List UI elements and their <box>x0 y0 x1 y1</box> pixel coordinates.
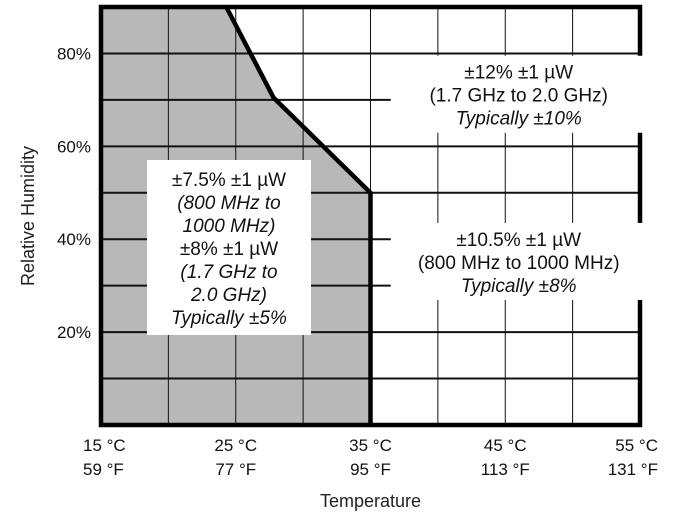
x-tick-label-fahrenheit: 113 °F <box>481 460 530 479</box>
x-tick-label-celsius: 15 °C <box>83 436 126 455</box>
annotation-line: Typically ±10% <box>456 109 582 130</box>
annotation-line: ±10.5% ±1 µW <box>456 230 581 251</box>
annotation-line: (1.7 GHz to 2.0 GHz) <box>429 86 607 107</box>
annotation-line: 1000 MHz) <box>183 216 276 237</box>
region-boundary-layer <box>224 5 373 425</box>
annotation-line: Typically ±5% <box>171 308 287 329</box>
annotation-upper-right: ±12% ±1 µW(1.7 GHz to 2.0 GHz)Typically … <box>390 55 647 133</box>
annotation-line: ±8% ±1 µW <box>180 239 278 260</box>
y-tick-label: 60% <box>57 137 91 156</box>
tick-labels-layer: 20% 40% 60% 80% 15 °C 59 °F 25 °C 77 °F 35 °C 95 … <box>57 44 658 479</box>
annotation-line: (1.7 GHz to <box>180 262 277 283</box>
annotation-line: ±12% ±1 µW <box>464 63 573 84</box>
x-tick-label-fahrenheit: 77 °F <box>215 460 256 479</box>
x-tick-label-celsius: 55 °C <box>615 436 658 455</box>
annotation-backdrop <box>390 222 647 300</box>
y-tick-label: 40% <box>57 230 91 249</box>
x-tick-label-fahrenheit: 95 °F <box>350 460 391 479</box>
annotation-lower-right: ±10.5% ±1 µW(800 MHz to 1000 MHz)Typical… <box>390 222 647 300</box>
x-tick-label-celsius: 25 °C <box>214 436 257 455</box>
x-tick-label-fahrenheit: 131 °F <box>608 460 658 479</box>
x-tick-label-celsius: 45 °C <box>484 436 527 455</box>
x-tick-label-fahrenheit: 59 °F <box>83 460 124 479</box>
annotation-box <box>147 160 312 336</box>
y-tick-label: 80% <box>57 44 91 63</box>
annotation-line: (800 MHz to <box>177 193 280 214</box>
annotation-line: (800 MHz to 1000 MHz) <box>418 253 620 274</box>
x-axis-title: Temperature <box>320 491 421 511</box>
x-tick-label-celsius: 35 °C <box>349 436 392 455</box>
annotation-line: 2.0 GHz) <box>190 285 267 306</box>
annotation-backdrop <box>390 55 647 133</box>
y-tick-label: 20% <box>57 323 91 342</box>
region-boundary-line <box>224 5 373 425</box>
annotation-line: Typically ±8% <box>461 276 577 297</box>
plot-frame <box>98 4 643 428</box>
annotation-line: ±7.5% ±1 µW <box>172 170 286 191</box>
plot-frame-layer <box>98 4 643 428</box>
y-axis-title: Relative Humidity <box>18 146 38 286</box>
